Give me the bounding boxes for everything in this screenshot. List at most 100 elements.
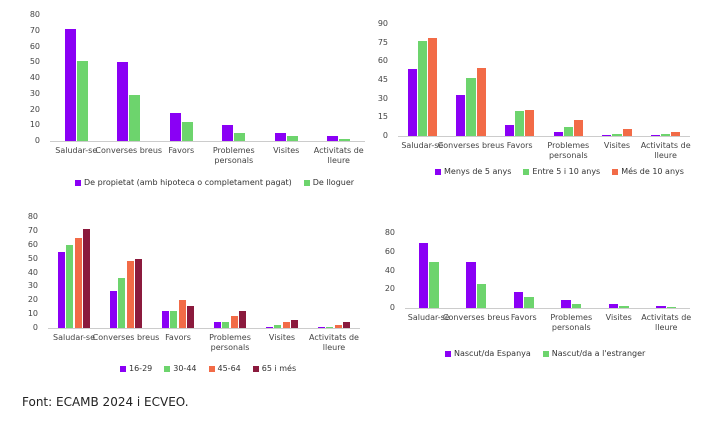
bar [266,326,274,328]
y-tick-label: 0 [389,303,395,312]
bar [117,62,129,141]
y-tick-label: 40 [29,73,40,82]
y-tick-label: 70 [27,225,38,235]
legend-swatch [435,169,441,175]
bar [561,299,571,308]
y-tick-label: 50 [27,253,38,263]
y-tick-label: 40 [27,267,38,277]
bar [661,133,671,136]
x-tick-label: Favors [506,141,533,150]
bar [427,37,437,136]
bar [186,305,194,328]
x-tick-label: Saludar-se [401,141,444,150]
bar [651,134,661,136]
y-tick-label: 45 [377,75,388,84]
y-tick-label: 60 [384,246,395,256]
x-tick-label: Favors [165,333,191,342]
bar [274,325,282,328]
bar [169,112,181,141]
bar [429,262,439,308]
bar [222,322,230,328]
bar [619,306,629,308]
x-tick-label: Visites [273,146,300,155]
y-tick-label: 75 [377,37,388,47]
bar [134,258,142,328]
x-tick-label: Converses breus [437,141,505,150]
legend-swatch [75,180,81,186]
x-tick-label: Activitats de lleure [641,313,692,332]
legend-swatch [208,366,215,372]
bar [466,77,476,136]
legend-label: Nascut/da Espanya [454,349,531,358]
bar [58,251,66,328]
y-tick-label: 10 [29,120,40,130]
y-tick-label: 15 [377,112,388,122]
legend-swatch [303,180,310,186]
bar [162,311,170,328]
bar [118,278,126,328]
legend-swatch [445,351,451,357]
y-tick-label: 90 [377,19,388,28]
bar [513,292,524,308]
bar [608,304,619,308]
axis-line [50,141,365,142]
y-tick-label: 10 [27,309,38,319]
legend-swatch [120,366,126,372]
bar [126,261,134,328]
legend-swatch [542,351,549,357]
bar [573,119,583,136]
bar [466,262,476,308]
bar [282,322,290,328]
y-tick-label: 60 [377,56,388,66]
bar [327,136,339,141]
y-tick-label: 30 [29,88,40,98]
legend-label: 45-64 [217,364,241,373]
y-tick-label: 70 [29,25,40,35]
bar [476,67,486,136]
bar [178,300,186,328]
bar [318,326,326,328]
bar [666,307,677,308]
bar [656,306,666,308]
bar [170,311,178,328]
legend-label: Menys de 5 anys [444,167,512,176]
y-tick-label: 20 [29,104,40,114]
legend-label: Nascut/da a l'estranger [551,349,646,358]
legend-label: 16-29 [129,364,153,373]
y-tick-label: 80 [384,228,395,237]
x-tick-label: Problemes personals [212,146,255,165]
legend-label: 30-44 [173,364,197,373]
x-tick-label: Problemes personals [547,141,590,160]
y-tick-label: 30 [377,93,388,103]
bar [274,133,286,141]
axis-line [48,328,360,329]
bar [230,315,238,328]
bar [417,41,427,136]
bar [571,304,582,308]
bar [418,243,429,308]
bar [129,95,141,141]
y-tick-label: 0 [34,136,40,145]
bar [326,326,334,328]
bar [66,244,74,328]
bar [407,68,417,136]
bar [64,29,76,141]
bar [82,229,90,328]
bar [286,136,298,141]
x-tick-label: Activitats de lleure [309,333,359,352]
legend-label: Entre 5 i 10 anys [532,167,601,176]
bar [290,319,298,328]
bar [622,128,632,136]
y-tick-label: 30 [27,281,38,291]
legend-label: 65 i més [261,364,297,373]
y-tick-label: 20 [384,284,395,294]
x-tick-label: Activitats de lleure [313,146,364,165]
bar [181,122,193,141]
bar [525,109,535,136]
bar [456,94,466,136]
legend-swatch [252,366,259,372]
bar [563,127,573,136]
bar [334,325,342,328]
legend-swatch [612,169,619,175]
y-tick-label: 20 [27,295,38,305]
